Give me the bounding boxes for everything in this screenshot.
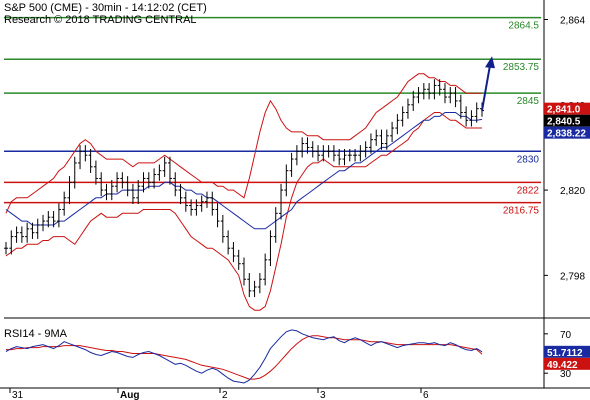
rsi-tag <box>544 345 590 358</box>
level-label: 2853.75 <box>503 62 540 73</box>
x-tick-label: 3 <box>320 390 326 400</box>
y-tick-label: 2,820 <box>560 186 585 197</box>
moving-average-line <box>5 112 483 230</box>
projection-arrow <box>481 65 491 111</box>
price-tag <box>544 102 590 115</box>
y-tick-label: 2,864 <box>560 16 585 27</box>
upper-bollinger-band <box>5 73 482 214</box>
chart-title: S&P 500 (CME) - 30min - 14:12:02 (CET) <box>4 2 207 14</box>
price-panel: 2,8642,8422,8202,7982864.52853.752845283… <box>4 0 590 388</box>
rsi-y-tick-label: 30 <box>560 369 572 380</box>
price-tag-label: 2,841.0 <box>547 105 581 116</box>
x-tick-label: Aug <box>120 390 139 400</box>
price-tag-label: 2,838.22 <box>547 129 586 140</box>
level-label: 2816.75 <box>503 206 540 217</box>
projection-arrow-head <box>485 56 495 69</box>
level-label: 2830 <box>517 154 540 165</box>
price-tag-label: 2,840.5 <box>547 117 581 128</box>
research-credit: Research © 2018 TRADING CENTRAL <box>4 14 197 26</box>
rsi-moving-average-line <box>6 335 483 380</box>
level-label: 2864.5 <box>508 21 539 32</box>
level-label: 2822 <box>517 185 540 196</box>
rsi-tag-label: 49.422 <box>547 360 578 371</box>
rsi-title: RSI14 - 9MA <box>4 328 67 340</box>
x-axis: 31 Aug 2 3 6 <box>0 387 590 400</box>
lower-bollinger-band <box>5 112 482 311</box>
level-label: 2845 <box>517 96 540 107</box>
price-tag <box>544 126 590 139</box>
x-tick-label: 31 <box>12 390 24 400</box>
rsi-tag <box>544 357 590 370</box>
rsi-y-tick-label: 70 <box>560 330 572 341</box>
y-tick-label: 2,798 <box>560 271 585 282</box>
price-tag <box>544 114 590 127</box>
rsi-tag-label: 51.7112 <box>547 348 583 359</box>
x-tick-label: 6 <box>423 390 429 400</box>
x-tick-label: 2 <box>222 390 228 400</box>
rsi-line <box>5 329 483 384</box>
